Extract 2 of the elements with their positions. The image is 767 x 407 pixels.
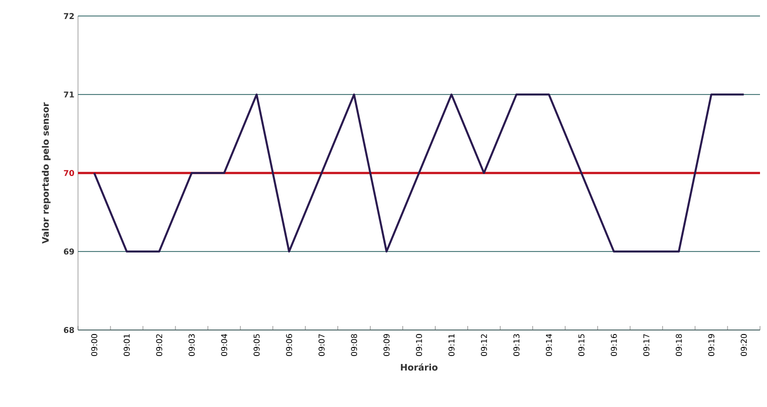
y-axis-title: Valor reportado pelo sensor	[42, 102, 51, 244]
x-axis-title: Horário	[400, 363, 438, 371]
